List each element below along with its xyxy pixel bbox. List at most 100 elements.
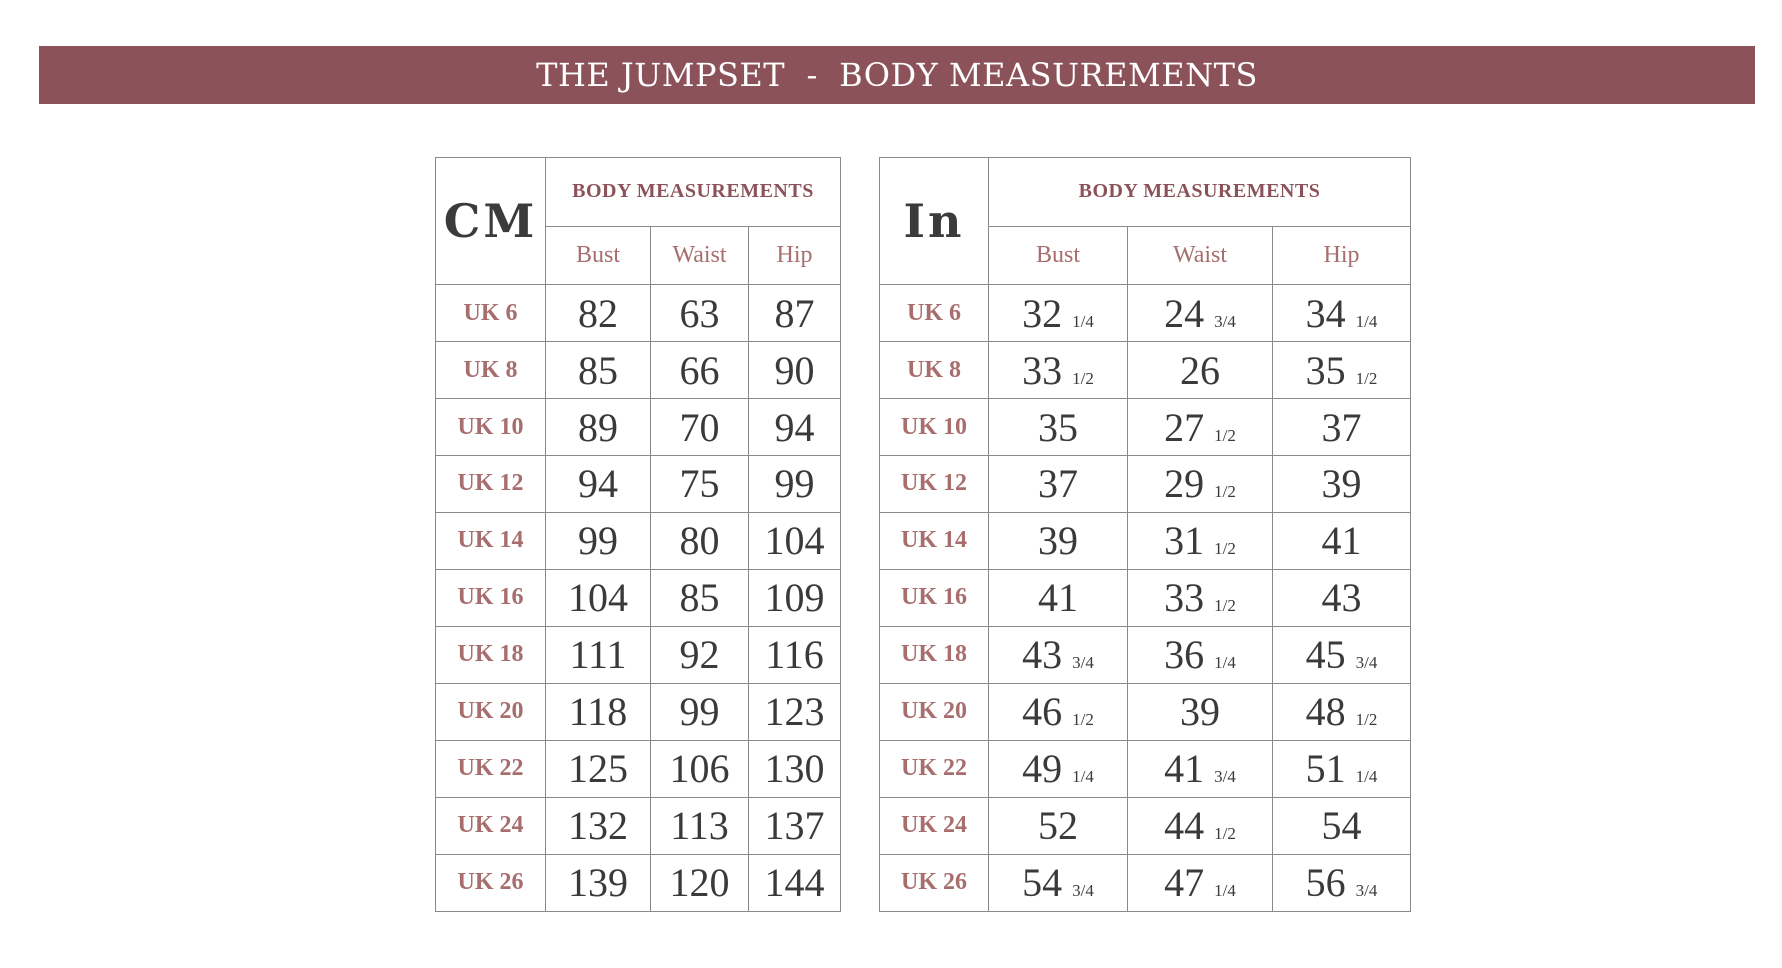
inches-waist-whole: 41 xyxy=(1164,746,1205,792)
cm-hip-value: 137 xyxy=(747,796,842,855)
inches-bust-whole: 33 xyxy=(1022,347,1063,393)
inches-bust-cell: 54 3/4 xyxy=(988,853,1128,913)
cm-bust-value: 118 xyxy=(545,682,651,741)
inches-hip-cell: 45 3/4 xyxy=(1271,625,1412,684)
inches-waist-fraction: 1/2 xyxy=(1214,482,1236,502)
inches-waist-whole: 24 xyxy=(1164,290,1205,336)
inches-hip-cell: 48 1/2 xyxy=(1271,682,1412,741)
inches-waist-cell: 29 1/2 xyxy=(1127,455,1273,513)
size-label: UK 26 xyxy=(435,853,546,913)
inches-waist-cell: 44 1/2 xyxy=(1127,796,1273,855)
table-row: UK 22 49 1/4 41 3/4 51 1/4 xyxy=(879,739,1412,798)
cm-waist-value: 63 xyxy=(650,284,749,343)
cm-bust-value: 89 xyxy=(545,398,651,456)
inches-bust-cell: 52 xyxy=(988,796,1128,855)
inches-bust-cell: 37 xyxy=(988,455,1128,513)
size-label: UK 6 xyxy=(435,284,546,343)
inches-table-body: UK 6 32 1/4 24 3/4 34 1/4 UK 8 33 1/2 26 35 1/2 UK 10… xyxy=(879,284,1412,913)
inches-bust-fraction: 1/4 xyxy=(1072,311,1094,331)
size-label: UK 16 xyxy=(435,568,546,627)
inches-col-waist: Waist xyxy=(1127,225,1273,286)
cm-waist-value: 120 xyxy=(650,853,749,913)
size-label: UK 18 xyxy=(435,625,546,684)
table-row: UK 26 54 3/4 47 1/4 56 3/4 xyxy=(879,853,1412,913)
table-row: UK 12 94 75 99 xyxy=(435,455,842,513)
inches-waist-cell: 47 1/4 xyxy=(1127,853,1273,913)
table-row: UK 8 85 66 90 xyxy=(435,341,842,400)
table-row: UK 6 32 1/4 24 3/4 34 1/4 xyxy=(879,284,1412,343)
cm-bust-value: 85 xyxy=(545,341,651,400)
size-label: UK 20 xyxy=(879,682,989,741)
inches-bust-fraction: 1/2 xyxy=(1072,710,1094,730)
cm-hip-value: 123 xyxy=(747,682,842,741)
inches-waist-whole: 47 xyxy=(1164,860,1205,906)
inches-hip-cell: 54 xyxy=(1271,796,1412,855)
cm-waist-value: 106 xyxy=(650,739,749,798)
inches-hip-cell: 43 xyxy=(1271,568,1412,627)
inches-waist-cell: 41 3/4 xyxy=(1127,739,1273,798)
cm-bust-value: 99 xyxy=(545,511,651,570)
inches-waist-cell: 39 xyxy=(1127,682,1273,741)
table-row: UK 14 39 31 1/2 41 xyxy=(879,511,1412,570)
inches-hip-cell: 35 1/2 xyxy=(1271,341,1412,400)
inches-hip-whole: 34 xyxy=(1305,290,1346,336)
cm-hip-value: 144 xyxy=(747,853,842,913)
inches-hip-whole: 51 xyxy=(1305,746,1346,792)
inches-waist-whole: 31 xyxy=(1164,518,1205,564)
table-row: UK 18 43 3/4 36 1/4 45 3/4 xyxy=(879,625,1412,684)
table-row: UK 6 82 63 87 xyxy=(435,284,842,343)
inches-waist-whole: 26 xyxy=(1180,347,1220,393)
inches-col-bust: Bust xyxy=(988,225,1128,286)
cm-waist-value: 66 xyxy=(650,341,749,400)
inches-waist-cell: 33 1/2 xyxy=(1127,568,1273,627)
page-title-banner: THE JUMPSET - BODY MEASUREMENTS xyxy=(39,46,1755,104)
inches-measurements-table: In BODY MEASUREMENTS Bust Waist Hip UK 6… xyxy=(879,156,1412,913)
cm-measurements-table: CM BODY MEASUREMENTS Bust Waist Hip UK 6… xyxy=(435,156,842,913)
cm-group-header: BODY MEASUREMENTS xyxy=(544,157,842,227)
size-label: UK 10 xyxy=(879,398,989,456)
table-row: UK 8 33 1/2 26 35 1/2 xyxy=(879,341,1412,400)
inches-hip-whole: 45 xyxy=(1305,632,1346,678)
table-row: UK 22 125 106 130 xyxy=(435,739,842,798)
inches-hip-whole: 37 xyxy=(1321,404,1362,450)
inches-hip-cell: 34 1/4 xyxy=(1271,284,1412,343)
table-row: UK 24 132 113 137 xyxy=(435,796,842,855)
cm-hip-value: 90 xyxy=(747,341,842,400)
inches-waist-fraction: 1/2 xyxy=(1214,425,1236,445)
inches-waist-fraction: 1/2 xyxy=(1214,824,1236,844)
inches-waist-fraction: 1/2 xyxy=(1214,596,1236,616)
inches-hip-cell: 56 3/4 xyxy=(1271,853,1412,913)
inches-hip-whole: 41 xyxy=(1321,518,1362,564)
inches-waist-fraction: 1/2 xyxy=(1214,539,1236,559)
cm-hip-value: 94 xyxy=(747,398,842,456)
cm-unit-label: CM xyxy=(435,156,546,286)
table-row: UK 14 99 80 104 xyxy=(435,511,842,570)
cm-hip-value: 116 xyxy=(747,625,842,684)
cm-hip-value: 109 xyxy=(747,568,842,627)
inches-waist-fraction: 3/4 xyxy=(1214,311,1236,331)
inches-unit-label: In xyxy=(879,156,989,286)
table-row: UK 16 41 33 1/2 43 xyxy=(879,568,1412,627)
inches-bust-whole: 49 xyxy=(1022,746,1063,792)
inches-hip-whole: 43 xyxy=(1321,575,1362,621)
cm-bust-value: 104 xyxy=(545,568,651,627)
inches-hip-whole: 39 xyxy=(1321,461,1362,507)
cm-bust-value: 132 xyxy=(545,796,651,855)
inches-hip-whole: 56 xyxy=(1305,860,1346,906)
cm-table-body: UK 6 82 63 87 UK 8 85 66 90 UK 10 89 70 94 UK 12 94 75… xyxy=(435,284,842,913)
inches-bust-cell: 39 xyxy=(988,511,1128,570)
cm-hip-value: 99 xyxy=(747,455,842,513)
inches-bust-cell: 32 1/4 xyxy=(988,284,1128,343)
inches-waist-cell: 36 1/4 xyxy=(1127,625,1273,684)
cm-waist-value: 99 xyxy=(650,682,749,741)
cm-col-hip: Hip xyxy=(747,225,842,286)
inches-bust-cell: 33 1/2 xyxy=(988,341,1128,400)
size-label: UK 12 xyxy=(435,455,546,513)
size-label: UK 12 xyxy=(879,455,989,513)
cm-waist-value: 92 xyxy=(650,625,749,684)
cm-bust-value: 139 xyxy=(545,853,651,913)
inches-hip-whole: 54 xyxy=(1321,803,1362,849)
inches-hip-fraction: 3/4 xyxy=(1355,653,1378,673)
inches-waist-whole: 44 xyxy=(1164,803,1205,849)
cm-waist-value: 85 xyxy=(650,568,749,627)
